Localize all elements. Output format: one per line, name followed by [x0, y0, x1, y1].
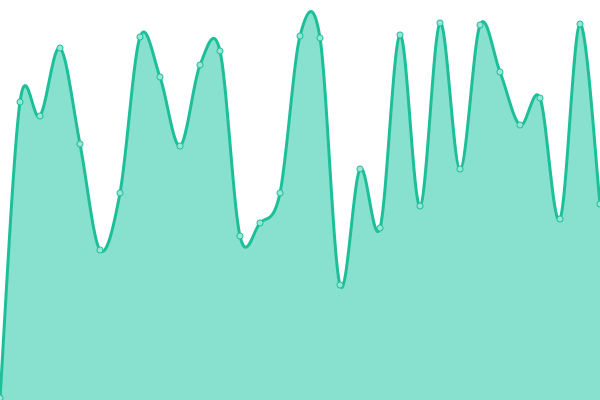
data-point-14 — [276, 189, 284, 197]
data-point-7 — [136, 33, 144, 41]
data-point-1 — [16, 98, 24, 106]
data-point-27 — [536, 94, 544, 102]
data-point-0 — [0, 394, 4, 400]
data-point-13 — [256, 219, 264, 227]
data-point-20 — [396, 31, 404, 39]
data-point-23 — [456, 165, 464, 173]
data-points — [0, 19, 600, 400]
data-point-9 — [176, 142, 184, 150]
data-point-4 — [76, 140, 84, 148]
data-point-10 — [196, 61, 204, 69]
data-point-21 — [416, 202, 424, 210]
data-point-26 — [516, 121, 524, 129]
data-point-22 — [436, 19, 444, 27]
data-point-25 — [496, 68, 504, 76]
data-point-15 — [296, 32, 304, 40]
data-point-18 — [356, 165, 364, 173]
data-point-24 — [476, 21, 484, 29]
data-point-19 — [376, 224, 384, 232]
data-point-8 — [156, 73, 164, 81]
data-point-3 — [56, 44, 64, 52]
data-point-5 — [96, 246, 104, 254]
data-point-11 — [216, 47, 224, 55]
data-point-30 — [596, 200, 600, 208]
data-point-2 — [36, 112, 44, 120]
data-point-28 — [556, 215, 564, 223]
data-point-17 — [336, 281, 344, 289]
data-point-29 — [576, 20, 584, 28]
data-point-6 — [116, 189, 124, 197]
data-point-12 — [236, 232, 244, 240]
data-point-16 — [316, 34, 324, 42]
